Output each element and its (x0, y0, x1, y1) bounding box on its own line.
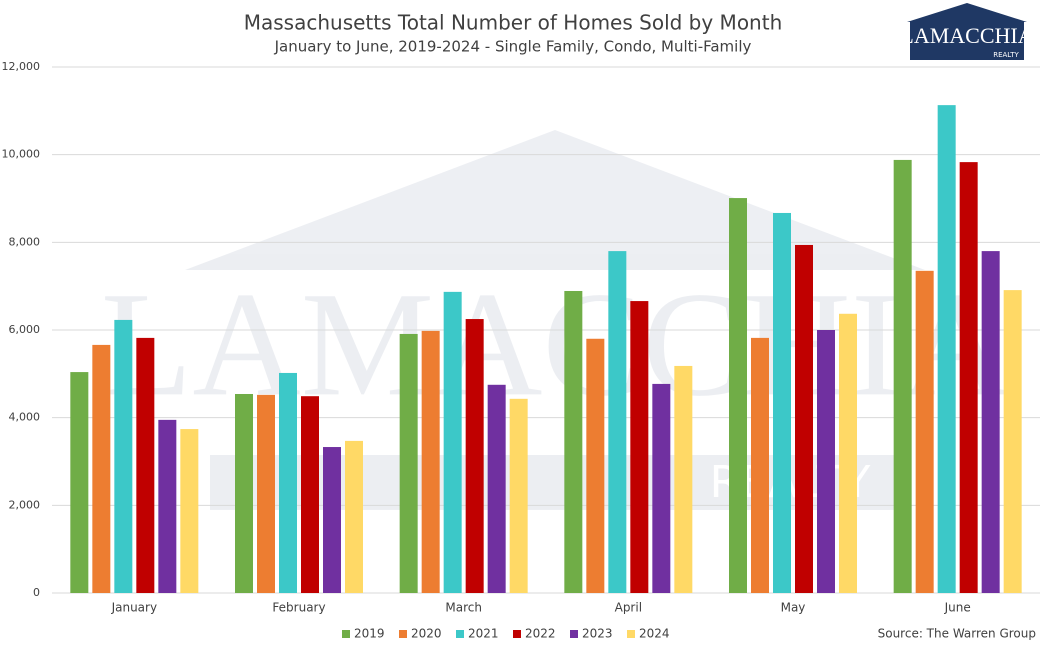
bar (630, 301, 649, 593)
bar (981, 251, 1000, 593)
bar (487, 384, 506, 593)
bar (729, 198, 747, 594)
legend-swatch (399, 630, 407, 638)
bar (509, 398, 528, 593)
y-tick-label: 0 (33, 586, 40, 599)
x-tick-label: April (615, 601, 642, 615)
legend-label: 2020 (411, 627, 442, 641)
legend-label: 2024 (639, 627, 670, 641)
legend-swatch (342, 630, 350, 638)
logo-name: LAMACCHIA (900, 23, 1033, 48)
watermark-roof (185, 130, 925, 270)
bar (586, 338, 605, 593)
bar (959, 162, 978, 593)
y-tick-label: 8,000 (9, 235, 41, 248)
x-tick-label: January (111, 601, 158, 615)
logo-tagline: REALTY (993, 51, 1019, 59)
y-tick-label: 10,000 (2, 148, 41, 161)
legend-swatch (570, 630, 578, 638)
bar (564, 290, 583, 593)
y-tick-label: 4,000 (9, 411, 41, 424)
bar (279, 372, 297, 593)
bar (915, 270, 934, 593)
bar (323, 447, 341, 593)
bar (795, 244, 813, 594)
logo: LAMACCHIA REALTY (900, 3, 1034, 60)
bar (345, 440, 363, 593)
bar (158, 419, 177, 593)
bar (893, 159, 912, 593)
bar (443, 291, 462, 593)
y-tick-label: 12,000 (2, 60, 41, 73)
bar (817, 330, 835, 593)
x-tick-label: May (781, 601, 806, 615)
bar (114, 319, 133, 593)
bar (70, 372, 89, 593)
bar (399, 333, 418, 593)
legend-swatch (513, 630, 521, 638)
x-tick-label: March (445, 601, 482, 615)
bar (773, 212, 791, 593)
y-tick-label: 2,000 (9, 498, 41, 511)
legend-swatch (627, 630, 635, 638)
bar (180, 429, 199, 593)
chart-title: Massachusetts Total Number of Homes Sold… (244, 11, 783, 35)
bar (257, 394, 275, 593)
bar (608, 251, 627, 593)
legend-label: 2021 (468, 627, 499, 641)
x-tick-label: June (944, 601, 971, 615)
legend-label: 2019 (354, 627, 385, 641)
legend-swatch (456, 630, 464, 638)
logo-roof (907, 3, 1027, 22)
bar (92, 344, 111, 593)
bar (421, 330, 440, 593)
bar (465, 319, 484, 593)
source: Source: The Warren Group (878, 627, 1036, 641)
logo-box (910, 22, 1024, 60)
bar (937, 105, 956, 593)
bar (751, 337, 769, 593)
x-tick-label: February (272, 601, 325, 615)
bar (301, 396, 319, 593)
legend-label: 2023 (582, 627, 613, 641)
chart-subtitle: January to June, 2019-2024 - Single Fami… (274, 38, 752, 56)
bar (136, 337, 155, 593)
bar (235, 393, 253, 593)
bar (1003, 290, 1022, 593)
bar (839, 313, 857, 593)
bar (652, 383, 671, 593)
legend-label: 2022 (525, 627, 556, 641)
bar (674, 365, 693, 593)
y-tick-label: 6,000 (9, 323, 41, 336)
